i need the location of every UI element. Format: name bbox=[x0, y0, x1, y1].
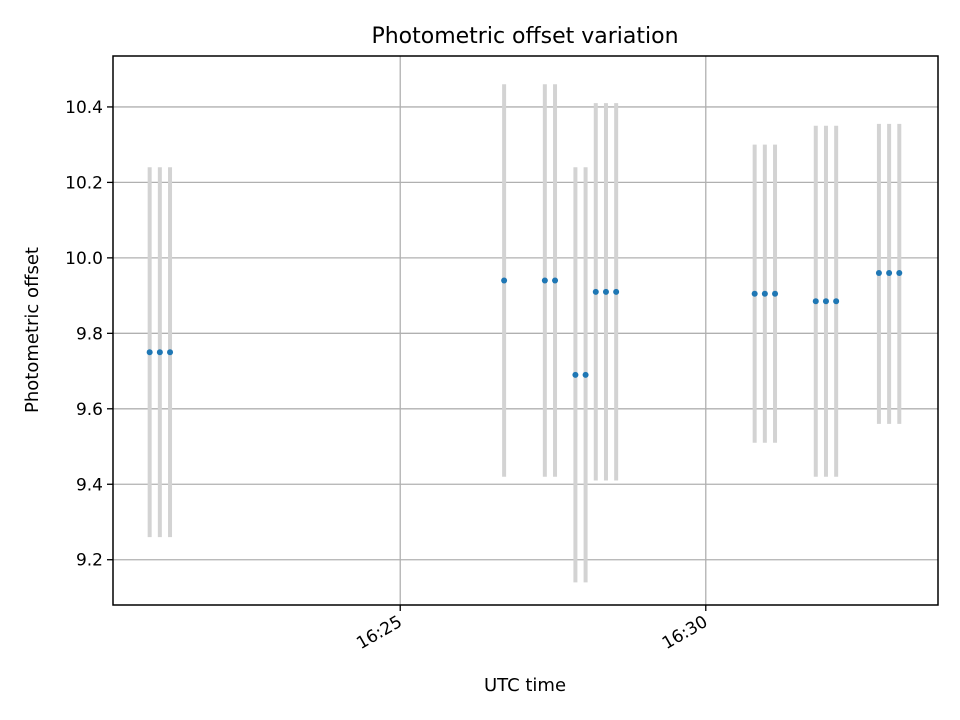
data-point bbox=[833, 298, 840, 305]
data-point bbox=[812, 298, 819, 305]
data-point bbox=[146, 349, 153, 356]
data-point bbox=[592, 288, 599, 295]
data-point bbox=[501, 277, 508, 284]
data-point bbox=[886, 269, 893, 276]
data-point bbox=[541, 277, 548, 284]
y-tick-label: 9.8 bbox=[76, 324, 103, 344]
data-point bbox=[751, 290, 758, 297]
data-point bbox=[613, 288, 620, 295]
y-tick-label: 10.4 bbox=[65, 98, 103, 118]
data-point bbox=[822, 298, 829, 305]
y-tick-label: 10.0 bbox=[65, 249, 103, 269]
data-point bbox=[761, 290, 768, 297]
chart-title: Photometric offset variation bbox=[371, 24, 678, 49]
data-points bbox=[146, 269, 903, 378]
grid bbox=[113, 56, 938, 605]
data-point bbox=[582, 371, 589, 378]
data-point bbox=[602, 288, 609, 295]
y-tick-label: 9.2 bbox=[76, 551, 103, 571]
data-point bbox=[896, 269, 903, 276]
y-tick-label: 9.4 bbox=[76, 475, 103, 495]
axes-frame bbox=[112, 55, 939, 606]
y-tick-label: 10.2 bbox=[65, 173, 103, 193]
data-point bbox=[167, 349, 174, 356]
x-axis-label: UTC time bbox=[484, 675, 566, 696]
data-point bbox=[552, 277, 559, 284]
data-point bbox=[572, 371, 579, 378]
data-point bbox=[875, 269, 882, 276]
data-point bbox=[772, 290, 779, 297]
y-axis-label: Photometric offset bbox=[22, 247, 43, 413]
y-axis-ticks: 9.2 9.4 9.6 9.8 10.0 10.2 10.4 bbox=[65, 98, 113, 571]
plot-area bbox=[113, 56, 938, 605]
data-point bbox=[156, 349, 163, 356]
y-tick-label: 9.6 bbox=[76, 400, 103, 420]
